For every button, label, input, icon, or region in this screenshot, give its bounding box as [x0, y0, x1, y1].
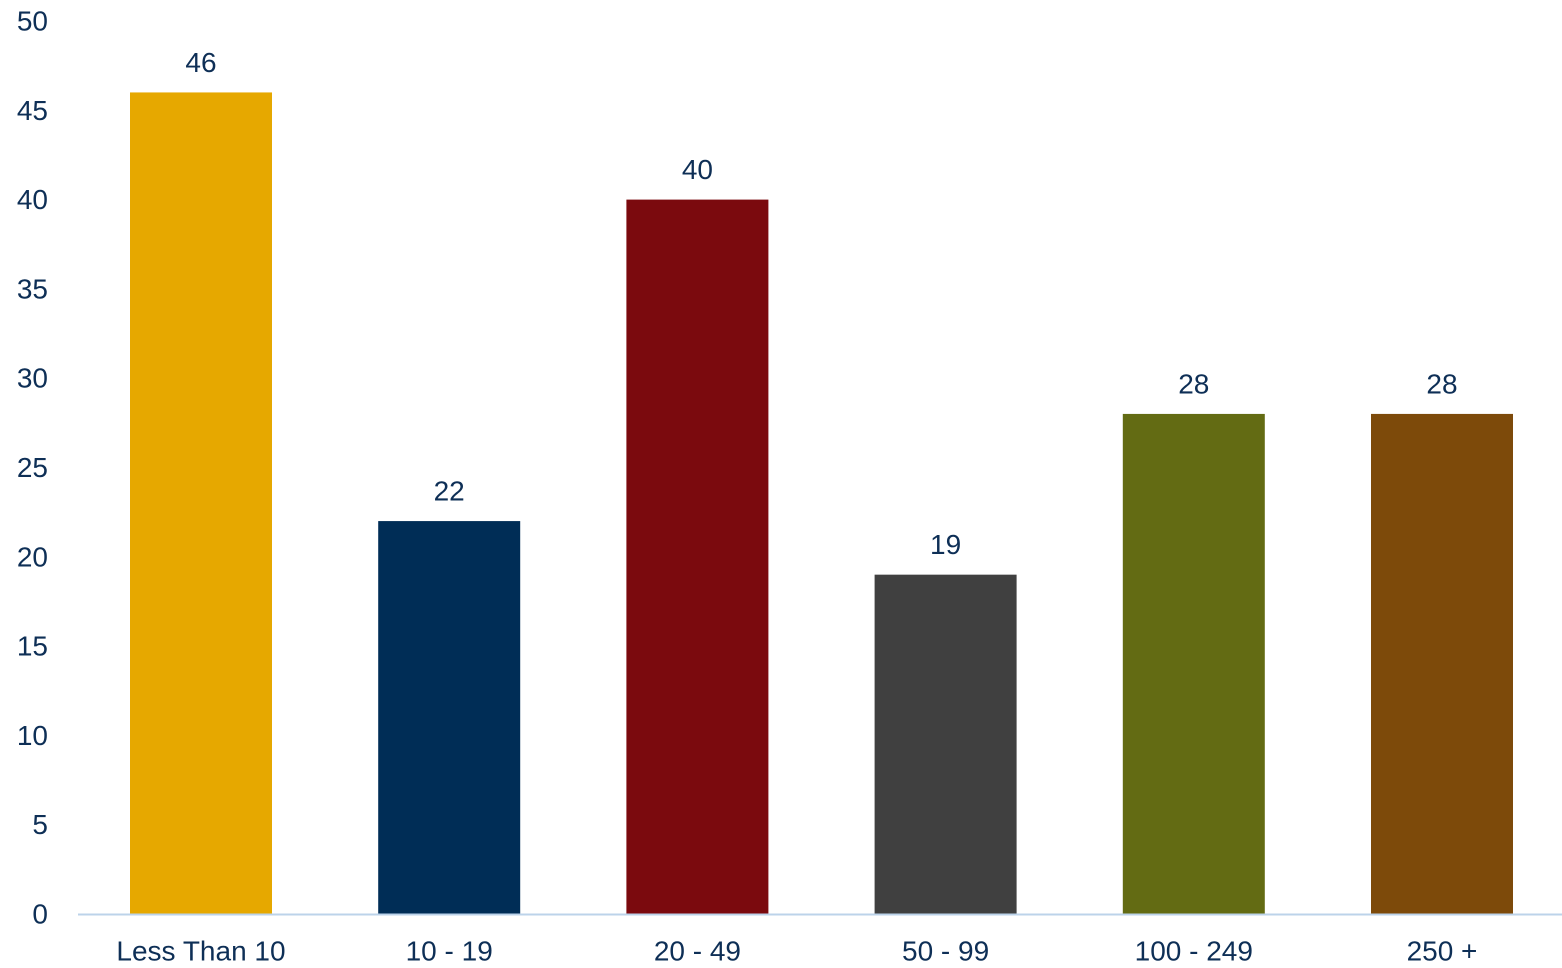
bar — [1371, 413, 1513, 914]
bar — [626, 199, 769, 915]
y-tick-label: 50 — [17, 6, 48, 37]
bar — [130, 92, 272, 914]
data-label: 19 — [930, 529, 961, 560]
category-label: 100 - 249 — [1135, 936, 1253, 967]
y-tick-label: 10 — [17, 720, 48, 751]
y-tick-label: 0 — [32, 899, 48, 930]
y-tick-label: 25 — [17, 452, 48, 483]
data-label: 28 — [1178, 368, 1209, 399]
bar — [378, 521, 521, 914]
y-tick-label: 40 — [17, 184, 48, 215]
category-label: 250 + — [1407, 936, 1478, 967]
category-label: 50 - 99 — [902, 936, 989, 967]
y-tick-label: 45 — [17, 95, 48, 126]
bar — [1122, 413, 1265, 914]
data-labels: 46 22 40 19 28 28 — [185, 47, 1457, 560]
y-tick-label: 30 — [17, 363, 48, 394]
category-label: 20 - 49 — [654, 936, 741, 967]
y-tick-label: 15 — [17, 631, 48, 662]
data-label: 46 — [185, 47, 216, 78]
y-axis-ticks: 0 5 10 15 20 25 30 35 40 45 50 — [17, 6, 48, 930]
y-tick-label: 35 — [17, 273, 48, 304]
category-label: Less Than 10 — [116, 936, 285, 967]
bars — [130, 92, 1513, 915]
bar — [874, 574, 1017, 914]
data-label: 28 — [1426, 368, 1457, 399]
y-tick-label: 5 — [32, 809, 48, 840]
y-tick-label: 20 — [17, 541, 48, 572]
category-labels: Less Than 10 10 - 19 20 - 49 50 - 99 100 - 2… — [116, 936, 1477, 967]
data-label: 40 — [682, 154, 713, 185]
data-label: 22 — [434, 476, 465, 507]
category-label: 10 - 19 — [406, 936, 493, 967]
